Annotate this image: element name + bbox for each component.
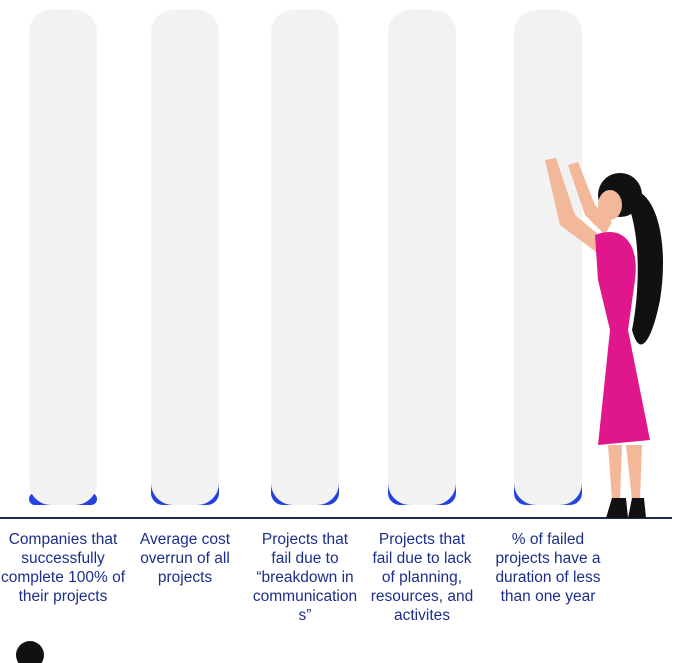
bar-track	[514, 10, 582, 505]
category-label: % of failed projects have a duration of …	[495, 531, 601, 605]
bar-track	[151, 10, 219, 505]
category-label: Projects that fail due to “breakdown in …	[252, 531, 358, 624]
small-figure	[16, 641, 44, 663]
woman	[545, 158, 663, 518]
bar-track	[29, 10, 97, 505]
category-label: Projects that fail due to lack of planni…	[370, 531, 474, 624]
bar-track	[271, 10, 339, 505]
baseline	[0, 517, 672, 519]
category-label: Companies that successfully complete 100…	[0, 531, 126, 605]
bar-track	[388, 10, 456, 505]
category-label: Average cost overrun of all projects	[139, 531, 231, 586]
